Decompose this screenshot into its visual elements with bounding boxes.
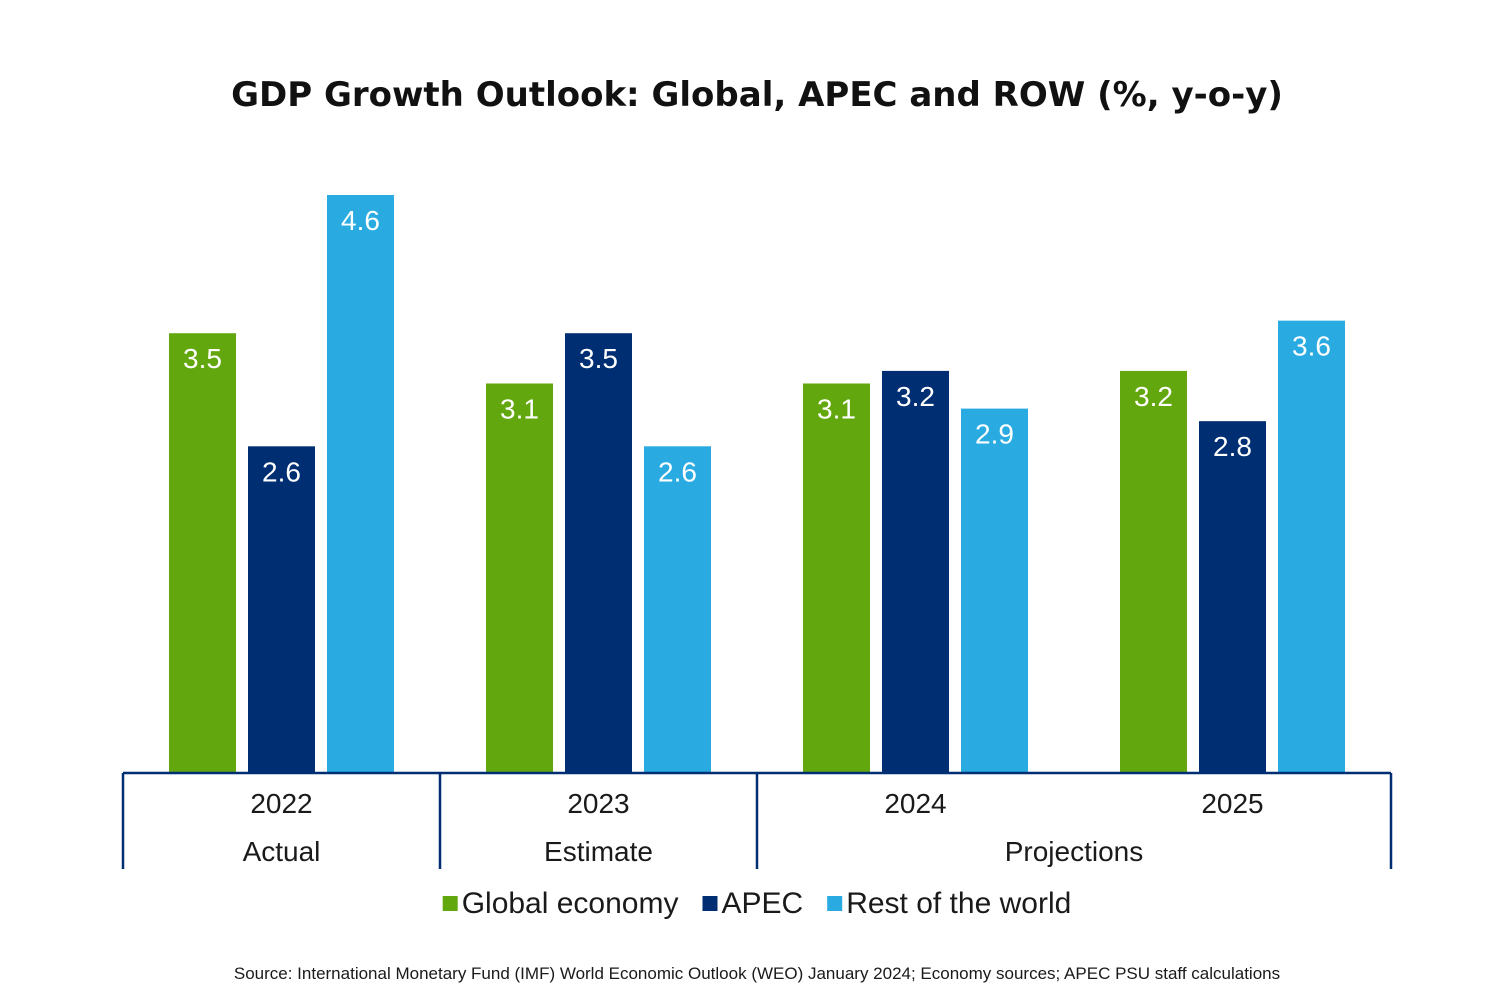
- bar-rest-of-the-world-2022: [327, 195, 394, 773]
- source-note: Source: International Monetary Fund (IMF…: [234, 964, 1280, 983]
- bar-apec-2025: [1199, 421, 1266, 773]
- chart-title: GDP Growth Outlook: Global, APEC and ROW…: [231, 75, 1283, 115]
- bar-global-economy-2023: [486, 383, 553, 773]
- bar-global-economy-2022: [169, 333, 236, 773]
- bar-apec-2022: [248, 446, 315, 773]
- data-label-rest-of-the-world-2024: 2.9: [975, 419, 1014, 450]
- bar-apec-2023: [565, 333, 632, 773]
- x-tick-label-2025: 2025: [1201, 788, 1263, 819]
- group-label-estimate: Estimate: [544, 836, 653, 867]
- data-label-rest-of-the-world-2022: 4.6: [341, 205, 380, 236]
- group-label-projections: Projections: [1005, 836, 1144, 867]
- legend-swatch-apec: [702, 896, 718, 911]
- x-tick-label-2023: 2023: [567, 788, 629, 819]
- bar-global-economy-2025: [1120, 370, 1187, 773]
- legend-label-global-economy: Global economy: [462, 887, 679, 920]
- bar-rest-of-the-world-2024: [961, 408, 1028, 773]
- data-label-apec-2022: 2.6: [262, 456, 301, 487]
- data-label-global-economy-2024: 3.1: [817, 393, 856, 424]
- data-label-apec-2023: 3.5: [579, 343, 618, 374]
- group-label-actual: Actual: [243, 836, 321, 867]
- legend-label-apec: APEC: [721, 887, 803, 920]
- axis-layer: 2022 2023 2024 2025 Actual Estimate Projection…: [121, 771, 1393, 869]
- x-tick-label-2024: 2024: [884, 788, 946, 819]
- data-label-global-economy-2022: 3.5: [183, 343, 222, 374]
- bar-apec-2024: [882, 370, 949, 773]
- x-tick-label-2022: 2022: [250, 788, 312, 819]
- data-label-rest-of-the-world-2025: 3.6: [1292, 331, 1331, 362]
- data-label-apec-2024: 3.2: [896, 381, 935, 412]
- legend-swatch-rest-of-the-world: [827, 896, 843, 911]
- data-label-global-economy-2025: 3.2: [1134, 381, 1173, 412]
- legend-label-rest-of-the-world: Rest of the world: [846, 887, 1071, 920]
- bars-layer: 3.5 3.1 3.1 3.2 2.6 3.5 3.2 2.8 4.6 2.6 2.9 3.6: [169, 195, 1345, 773]
- legend-swatch-global-economy: [442, 896, 458, 911]
- data-label-global-economy-2023: 3.1: [500, 393, 539, 424]
- data-label-apec-2025: 2.8: [1213, 431, 1252, 462]
- legend: Global economy APEC Rest of the world: [442, 887, 1071, 920]
- bar-rest-of-the-world-2023: [644, 446, 711, 773]
- bar-rest-of-the-world-2025: [1278, 320, 1345, 773]
- bar-global-economy-2024: [803, 383, 870, 773]
- data-label-rest-of-the-world-2023: 2.6: [658, 456, 697, 487]
